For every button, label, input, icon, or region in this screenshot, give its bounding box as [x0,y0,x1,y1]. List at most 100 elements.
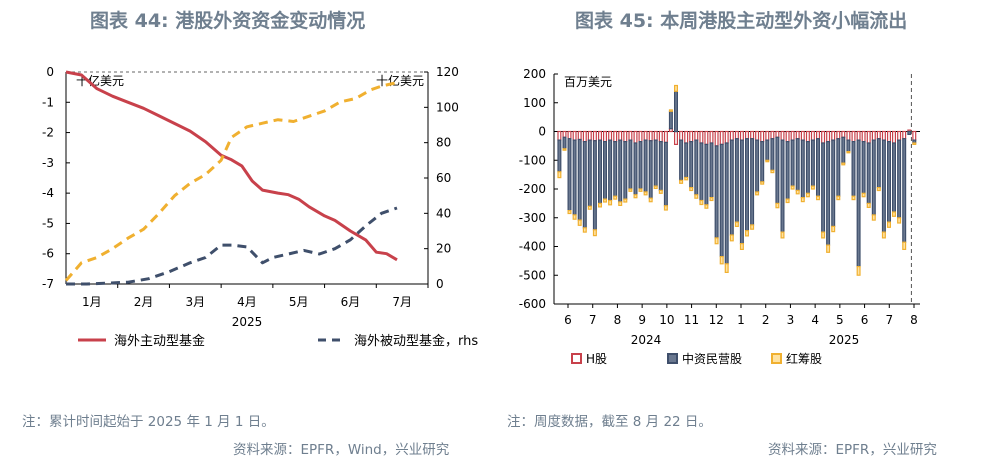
bar-mainland-private [709,142,714,199]
series-line-3 [64,81,398,282]
bar-mainland-private [795,138,800,192]
bar-h-share [841,130,846,138]
y-tick-label: -400 [519,240,546,254]
left-y-tick-label: -1 [42,95,54,109]
bar-red-chip [775,202,780,209]
bar-h-share [694,130,699,141]
bar-h-share [866,130,871,144]
left-y-tick-label: -5 [42,216,54,230]
bar-mainland-private [567,138,572,212]
y-tick-label: -600 [519,297,546,311]
bar-red-chip [881,231,886,239]
bar-h-share [709,130,714,144]
bar-red-chip [780,231,785,239]
bar-red-chip [805,192,810,198]
legend-swatch-1 [571,353,582,364]
bar-red-chip [623,198,628,203]
bar-red-chip [699,199,704,206]
right-y-tick-label: 20 [436,242,451,256]
bar-red-chip [582,227,587,233]
bar-mainland-private [750,138,755,226]
bar-mainland-private [663,141,668,207]
year-label-2024: 2024 [631,333,662,347]
units-label: 百万美元 [564,75,612,89]
bar-h-share [821,130,826,144]
left-units-label: 十亿美元 [76,73,124,88]
bar-h-share [892,130,897,144]
x-tick-label: 7月 [392,295,412,309]
bar-mainland-private [861,140,866,194]
legend-label-1: H股 [586,352,607,366]
right-y-tick-label: 0 [436,277,444,291]
left-y-tick-label: -6 [42,247,54,261]
bar-h-share [608,130,613,141]
bar-mainland-private [902,138,907,243]
bar-red-chip [602,198,607,203]
bar-mainland-private [881,139,886,233]
bar-red-chip [734,221,739,228]
bar-h-share [810,130,815,141]
bar-h-share [785,130,790,143]
bar-mainland-private [577,138,582,221]
right-y-tick-label: 40 [436,206,451,220]
bar-mainland-private [841,136,846,164]
bar-red-chip [572,214,577,220]
x-tick-label: 12 [709,313,724,327]
bar-mainland-private [755,139,760,193]
bar-red-chip [709,197,714,202]
bar-red-chip [587,205,592,210]
legend-label-1: 海外主动型基金 [114,333,205,349]
bar-red-chip [912,142,917,145]
bar-h-share [613,130,618,143]
bar-red-chip [562,148,567,151]
bar-mainland-private [810,139,815,187]
legend-label-2: 中资民营股 [682,351,742,366]
bar-h-share [689,130,694,143]
bar-red-chip [724,263,729,274]
bar-h-share [790,130,795,141]
bar-mainland-private [876,138,881,189]
right-chart-source: 资料来源：EPFR，兴业研究 [768,442,937,458]
bar-h-share [623,130,628,143]
bar-h-share [719,130,724,145]
x-tick-label: 6月 [341,295,361,309]
bar-h-share [704,130,709,145]
bar-mainland-private [745,138,750,232]
bar-h-share [902,130,907,140]
bar-h-share [780,130,785,141]
bar-h-share [887,130,892,143]
bar-h-share [861,130,866,143]
right-y-tick-label: 60 [436,171,451,185]
y-tick-label: 0 [538,125,546,139]
bar-red-chip [795,189,800,195]
left-y-tick-label: -7 [42,277,54,291]
x-tick-label: 2 [762,313,770,327]
bar-red-chip [755,191,760,196]
bar-mainland-private [729,139,734,236]
bar-mainland-private [572,139,577,216]
bar-red-chip [714,237,719,245]
bar-h-share [734,130,739,140]
bar-mainland-private [846,139,851,153]
bar-mainland-private [653,139,658,187]
bar-h-share [577,130,582,141]
bar-red-chip [658,189,663,194]
x-tick-label: 5月 [289,295,309,309]
bar-h-share [724,130,729,144]
bar-h-share [750,130,755,140]
bar-h-share [643,130,648,141]
bar-red-chip [856,266,861,276]
bar-red-chip [608,199,613,206]
year-label: 2025 [232,315,263,329]
bar-h-share [587,130,592,141]
bar-red-chip [648,197,653,203]
bar-h-share [602,130,607,143]
bar-red-chip [836,195,841,201]
bar-mainland-private [648,140,653,199]
bar-mainland-private [851,140,856,197]
left-chart-title: 图表 44: 港股外资资金变动情况 [90,10,366,32]
x-tick-label: 7 [885,313,893,327]
bar-red-chip [902,241,907,250]
bar-mainland-private [668,110,673,130]
bar-mainland-private [734,138,739,223]
